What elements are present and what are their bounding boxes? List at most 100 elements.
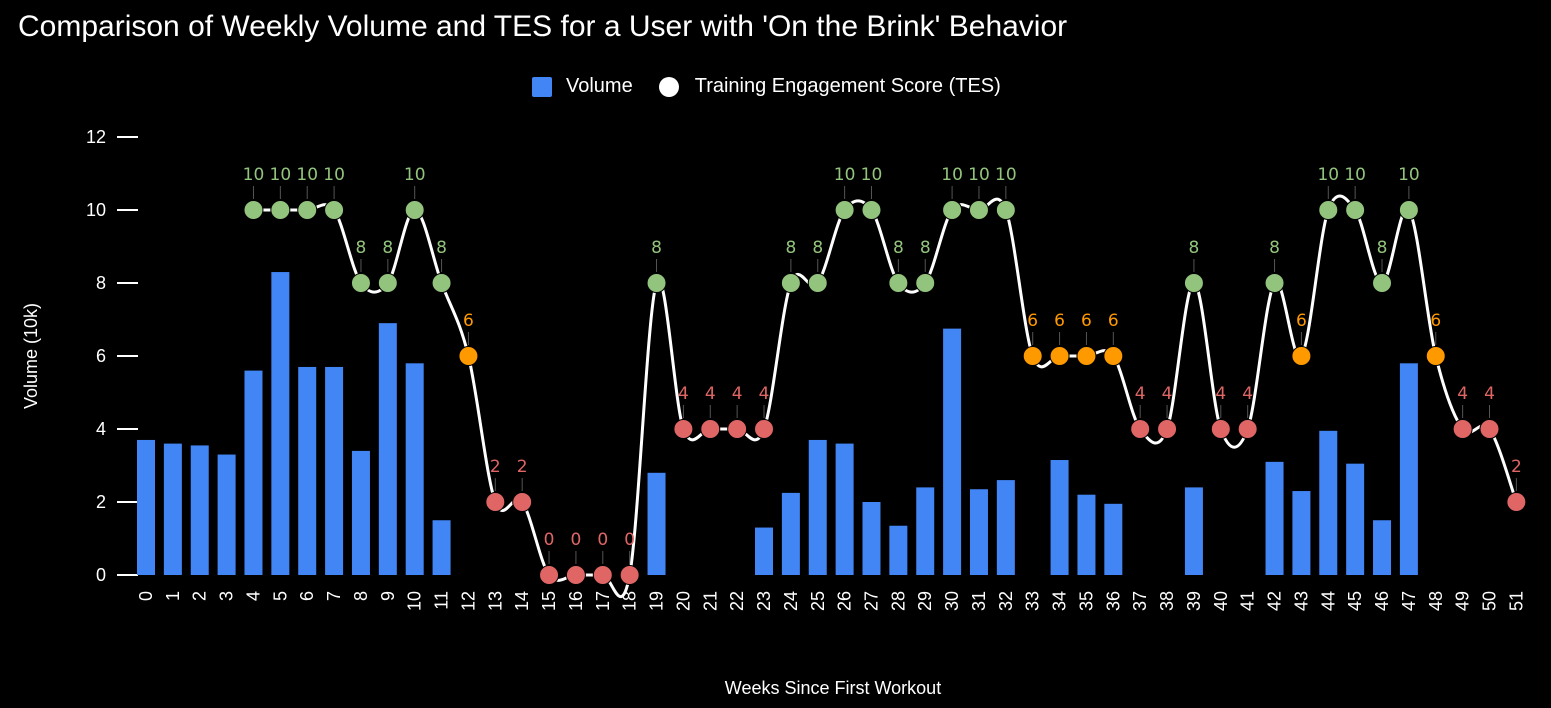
tes-point[interactable]: [485, 492, 506, 512]
tes-point[interactable]: [942, 200, 963, 220]
x-tick-label: 26: [835, 591, 855, 611]
volume-bar[interactable]: [1346, 463, 1365, 575]
tes-point[interactable]: [1264, 273, 1285, 293]
volume-bar[interactable]: [996, 480, 1015, 575]
tes-point[interactable]: [1076, 346, 1097, 366]
chart-title: Comparison of Weekly Volume and TES for …: [18, 10, 1068, 43]
tes-point[interactable]: [350, 273, 371, 293]
tes-point[interactable]: [915, 273, 936, 293]
tes-data-label: 4: [1457, 384, 1468, 404]
tes-point[interactable]: [1130, 419, 1151, 439]
volume-bar[interactable]: [916, 487, 935, 575]
legend-item-volume[interactable]: Volume: [532, 75, 633, 98]
volume-bar[interactable]: [298, 366, 317, 575]
x-tick-label: 8: [351, 591, 371, 601]
tes-point[interactable]: [270, 200, 291, 220]
tes-point[interactable]: [807, 273, 828, 293]
y-tick-label: 8: [96, 273, 106, 293]
tes-point[interactable]: [592, 565, 613, 585]
x-tick-label: 37: [1130, 591, 1150, 611]
tes-point[interactable]: [1479, 419, 1500, 439]
tes-point[interactable]: [780, 273, 801, 293]
volume-bar[interactable]: [244, 370, 263, 575]
tes-point[interactable]: [1049, 346, 1070, 366]
tes-point[interactable]: [1157, 419, 1178, 439]
tes-point[interactable]: [727, 419, 748, 439]
tes-point[interactable]: [888, 273, 909, 293]
volume-bar[interactable]: [1184, 487, 1203, 575]
volume-bar[interactable]: [835, 443, 854, 575]
tes-point[interactable]: [1318, 200, 1339, 220]
x-tick-label: 43: [1291, 591, 1311, 611]
tes-point[interactable]: [968, 200, 989, 220]
volume-bar[interactable]: [1265, 461, 1284, 575]
tes-point[interactable]: [1210, 419, 1231, 439]
tes-point[interactable]: [1183, 273, 1204, 293]
tes-point[interactable]: [512, 492, 533, 512]
volume-bar[interactable]: [862, 502, 881, 575]
tes-point[interactable]: [1372, 273, 1393, 293]
volume-bar[interactable]: [190, 445, 209, 575]
tes-point[interactable]: [1425, 346, 1446, 366]
tes-point[interactable]: [995, 200, 1016, 220]
volume-bar[interactable]: [432, 520, 451, 575]
tes-point[interactable]: [1506, 492, 1527, 512]
tes-point[interactable]: [1237, 419, 1258, 439]
tes-point[interactable]: [297, 200, 318, 220]
volume-bar[interactable]: [943, 328, 962, 575]
volume-bar[interactable]: [1104, 503, 1123, 575]
volume-bar[interactable]: [1077, 494, 1096, 575]
tes-point[interactable]: [1291, 346, 1312, 366]
tes-point[interactable]: [700, 419, 721, 439]
tes-point[interactable]: [431, 273, 452, 293]
volume-bar[interactable]: [808, 439, 827, 575]
volume-bar[interactable]: [755, 527, 774, 575]
tes-point[interactable]: [1103, 346, 1124, 366]
tes-point[interactable]: [646, 273, 667, 293]
tes-point[interactable]: [673, 419, 694, 439]
volume-bar[interactable]: [217, 454, 236, 575]
tes-point[interactable]: [1345, 200, 1366, 220]
tes-point[interactable]: [565, 565, 586, 585]
volume-bar[interactable]: [1292, 491, 1311, 575]
volume-bar[interactable]: [351, 450, 370, 575]
volume-bar[interactable]: [781, 492, 800, 575]
tes-point[interactable]: [324, 200, 345, 220]
tes-point[interactable]: [377, 273, 398, 293]
volume-bar[interactable]: [325, 366, 344, 575]
tes-point[interactable]: [1452, 419, 1473, 439]
volume-bar[interactable]: [1399, 363, 1418, 575]
volume-bar[interactable]: [647, 472, 666, 575]
tes-point[interactable]: [1398, 200, 1419, 220]
volume-bar[interactable]: [1373, 520, 1392, 575]
tes-data-label: 6: [1054, 311, 1065, 331]
tes-point[interactable]: [1022, 346, 1043, 366]
tes-point[interactable]: [754, 419, 775, 439]
volume-bar[interactable]: [378, 323, 397, 575]
tes-point[interactable]: [861, 200, 882, 220]
tes-point[interactable]: [539, 565, 560, 585]
x-tick-label: 36: [1103, 591, 1123, 611]
tes-point[interactable]: [619, 565, 640, 585]
tes-data-label: 0: [597, 530, 608, 550]
y-tick-label: 12: [86, 127, 106, 147]
volume-bar[interactable]: [405, 363, 424, 575]
tes-point[interactable]: [404, 200, 425, 220]
volume-bar[interactable]: [163, 443, 182, 575]
volume-bar[interactable]: [1050, 460, 1069, 575]
x-tick-label: 49: [1453, 591, 1473, 611]
x-tick-label: 14: [512, 591, 532, 611]
tes-point[interactable]: [458, 346, 479, 366]
volume-bars: [137, 272, 1418, 575]
tes-point[interactable]: [243, 200, 264, 220]
volume-bar[interactable]: [1319, 430, 1338, 575]
tes-data-label: 4: [1162, 384, 1173, 404]
x-tick-label: 25: [808, 591, 828, 611]
legend-item-tes[interactable]: Training Engagement Score (TES): [658, 75, 1001, 98]
volume-bar[interactable]: [137, 439, 155, 575]
volume-bar[interactable]: [889, 525, 908, 575]
volume-bar[interactable]: [969, 489, 988, 575]
volume-bar[interactable]: [271, 272, 290, 575]
tes-point[interactable]: [834, 200, 855, 220]
tes-data-label: 2: [490, 457, 501, 477]
